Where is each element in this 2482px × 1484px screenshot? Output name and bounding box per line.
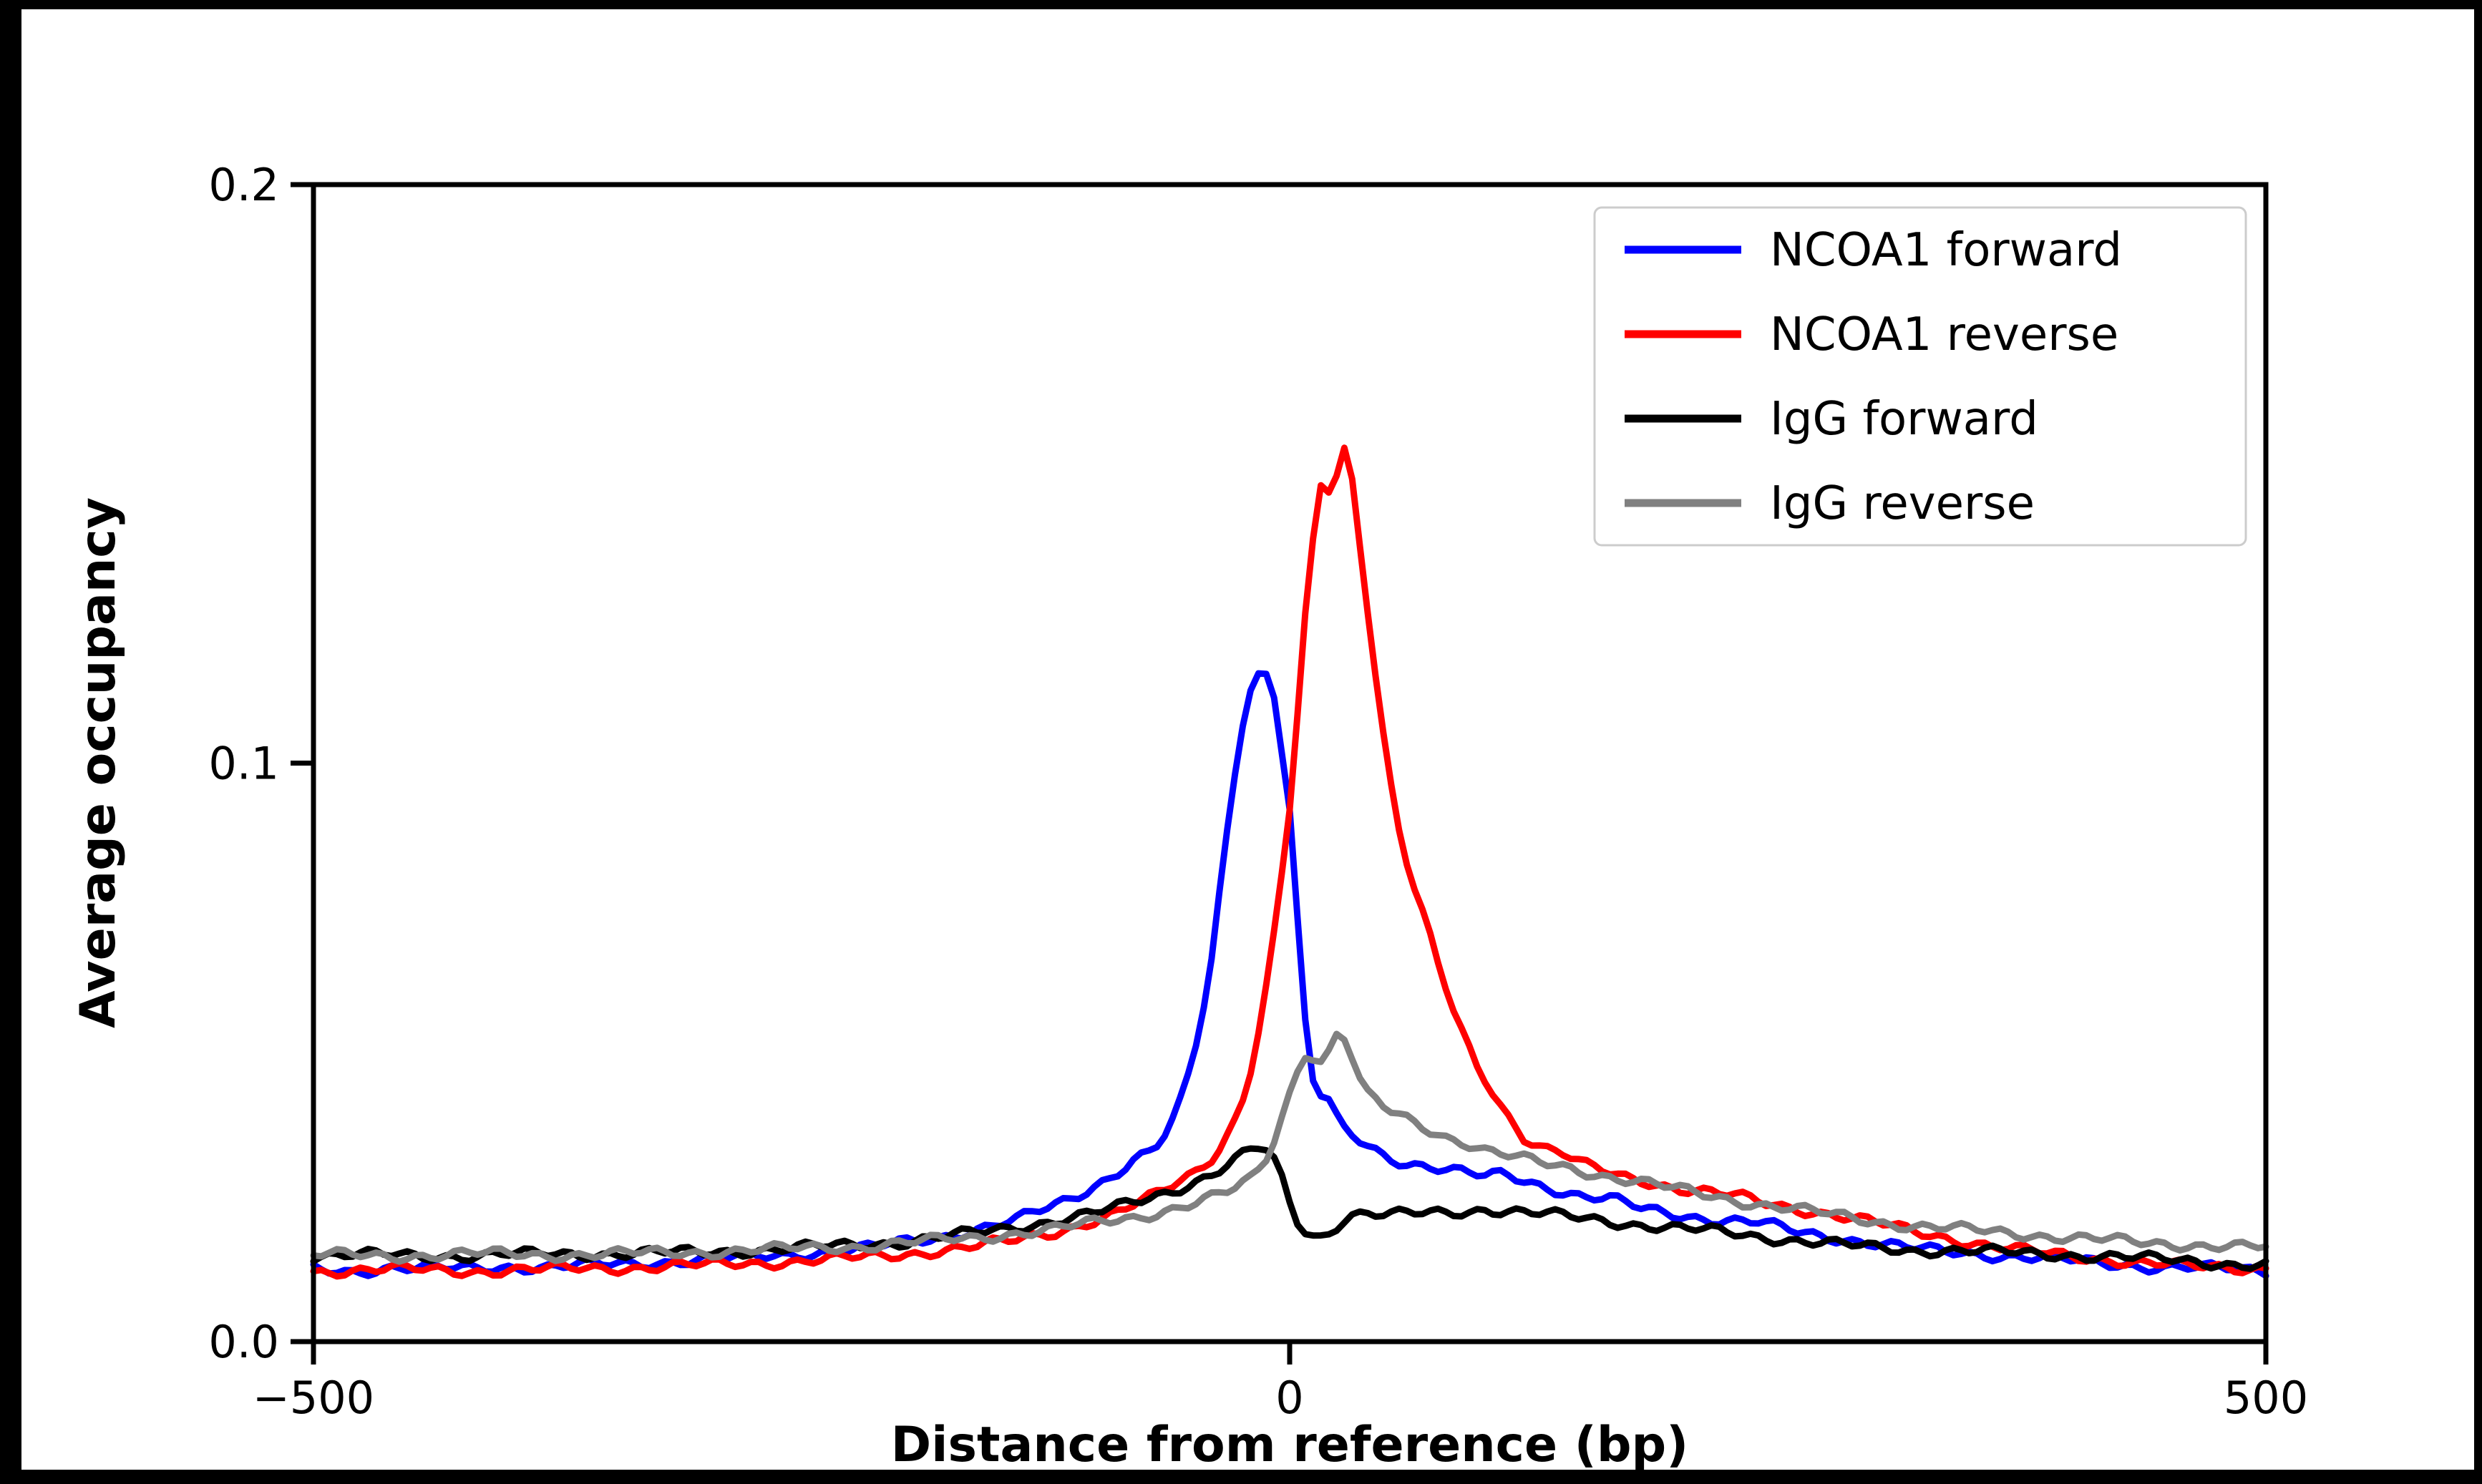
y-tick-label: 0.2 xyxy=(208,159,279,211)
legend: NCOA1 forward NCOA1 reverse IgG forward IgG… xyxy=(1593,206,2247,547)
plot-series xyxy=(310,444,2269,1280)
x-tick-label: 0 xyxy=(1275,1372,1303,1424)
x-axis-title: Distance from reference (bp) xyxy=(891,1417,1689,1473)
frame-top xyxy=(0,0,2482,9)
x-tick-label: −500 xyxy=(253,1372,374,1424)
legend-entry: NCOA1 forward xyxy=(1625,224,2122,277)
axes: −500 0 500 0.0 0.1 0.2 xyxy=(208,159,2308,1424)
y-tick-label: 0.1 xyxy=(208,738,279,790)
legend-label: NCOA1 reverse xyxy=(1770,308,2118,361)
legend-label: IgG forward xyxy=(1770,393,2038,446)
y-tick-label: 0.0 xyxy=(208,1316,279,1368)
x-tick-label: 500 xyxy=(2224,1372,2308,1424)
series-line-ncoa1-reverse xyxy=(310,444,2269,1280)
legend-label: NCOA1 forward xyxy=(1770,224,2122,277)
legend-label: IgG reverse xyxy=(1770,477,2035,530)
legend-box xyxy=(1593,206,2247,547)
frame-right xyxy=(2474,0,2482,1481)
legend-entry: IgG reverse xyxy=(1625,477,2035,530)
series-line-igg-reverse xyxy=(310,1030,2269,1265)
legend-entry: NCOA1 reverse xyxy=(1625,308,2118,361)
legend-entry: IgG forward xyxy=(1625,393,2038,446)
y-axis-title: Average occupancy xyxy=(70,497,127,1028)
frame-bottom xyxy=(0,1470,2482,1481)
frame-left xyxy=(0,0,21,1481)
